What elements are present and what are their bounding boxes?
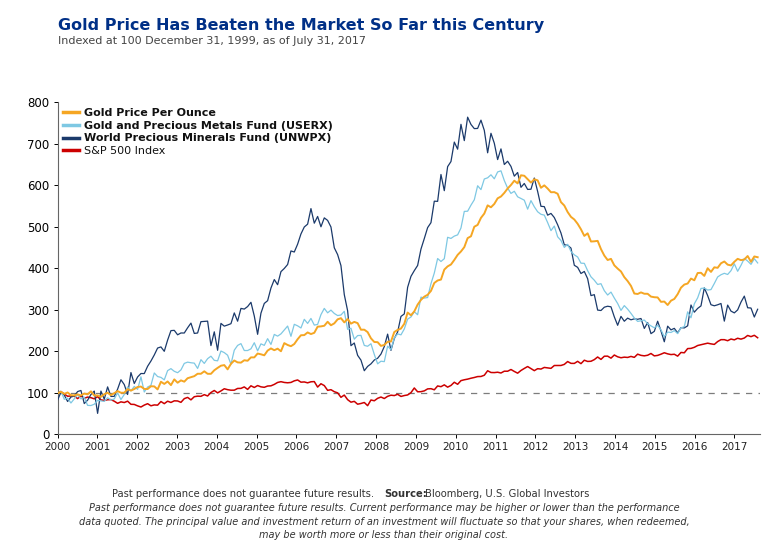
Text: Past performance does not guarantee future results.: Past performance does not guarantee futu… — [112, 489, 384, 499]
Text: Gold Price Has Beaten the Market So Far this Century: Gold Price Has Beaten the Market So Far … — [58, 18, 544, 33]
Text: Indexed at 100 December 31, 1999, as of July 31, 2017: Indexed at 100 December 31, 1999, as of … — [58, 36, 366, 46]
Legend: Gold Price Per Ounce, Gold and Precious Metals Fund (USERX), World Precious Mine: Gold Price Per Ounce, Gold and Precious … — [63, 108, 333, 156]
Text: Past performance does not guarantee future results. Current performance may be h: Past performance does not guarantee futu… — [78, 503, 690, 540]
Text: Bloomberg, U.S. Global Investors: Bloomberg, U.S. Global Investors — [425, 489, 590, 499]
Text: Source:: Source: — [384, 489, 427, 499]
